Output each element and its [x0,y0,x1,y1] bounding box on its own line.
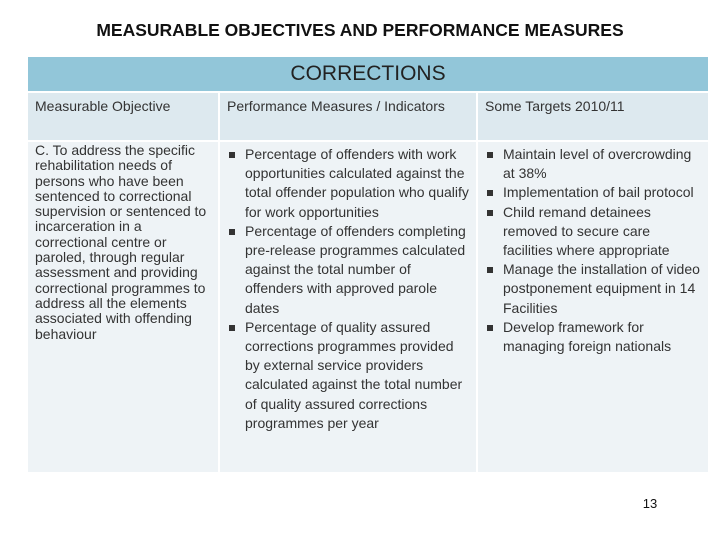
column-header: Measurable Objective [28,93,218,140]
column-header: Performance Measures / Indicators [220,93,476,140]
bullet-item: Develop framework for managing foreign n… [485,318,701,356]
table-cell: Percentage of offenders with work opport… [220,142,476,472]
bullet-list: Maintain level of overcrowding at 38% Imp… [485,145,701,356]
bullet-item: Manage the installation of video postpon… [485,260,701,318]
bullet-item: Percentage of offenders completing pre-r… [227,222,469,318]
column-header: Some Targets 2010/11 [478,93,708,140]
table-banner: CORRECTIONS [28,57,708,91]
page-number: 13 [642,496,658,511]
bullet-item: Percentage of quality assured correction… [227,318,469,433]
table-cell: Maintain level of overcrowding at 38% Imp… [478,142,708,472]
slide-title: MEASURABLE OBJECTIVES AND PERFORMANCE ME… [96,20,624,40]
table-cell: C. To address the specific rehabilitatio… [28,142,218,472]
bullet-list: Percentage of offenders with work opport… [227,145,469,433]
bullet-item: Implementation of bail protocol [485,183,701,202]
bullet-item: Maintain level of overcrowding at 38% [485,145,701,183]
bullet-item: Child remand detainees removed to secure… [485,203,701,261]
bullet-item: Percentage of offenders with work opport… [227,145,469,222]
